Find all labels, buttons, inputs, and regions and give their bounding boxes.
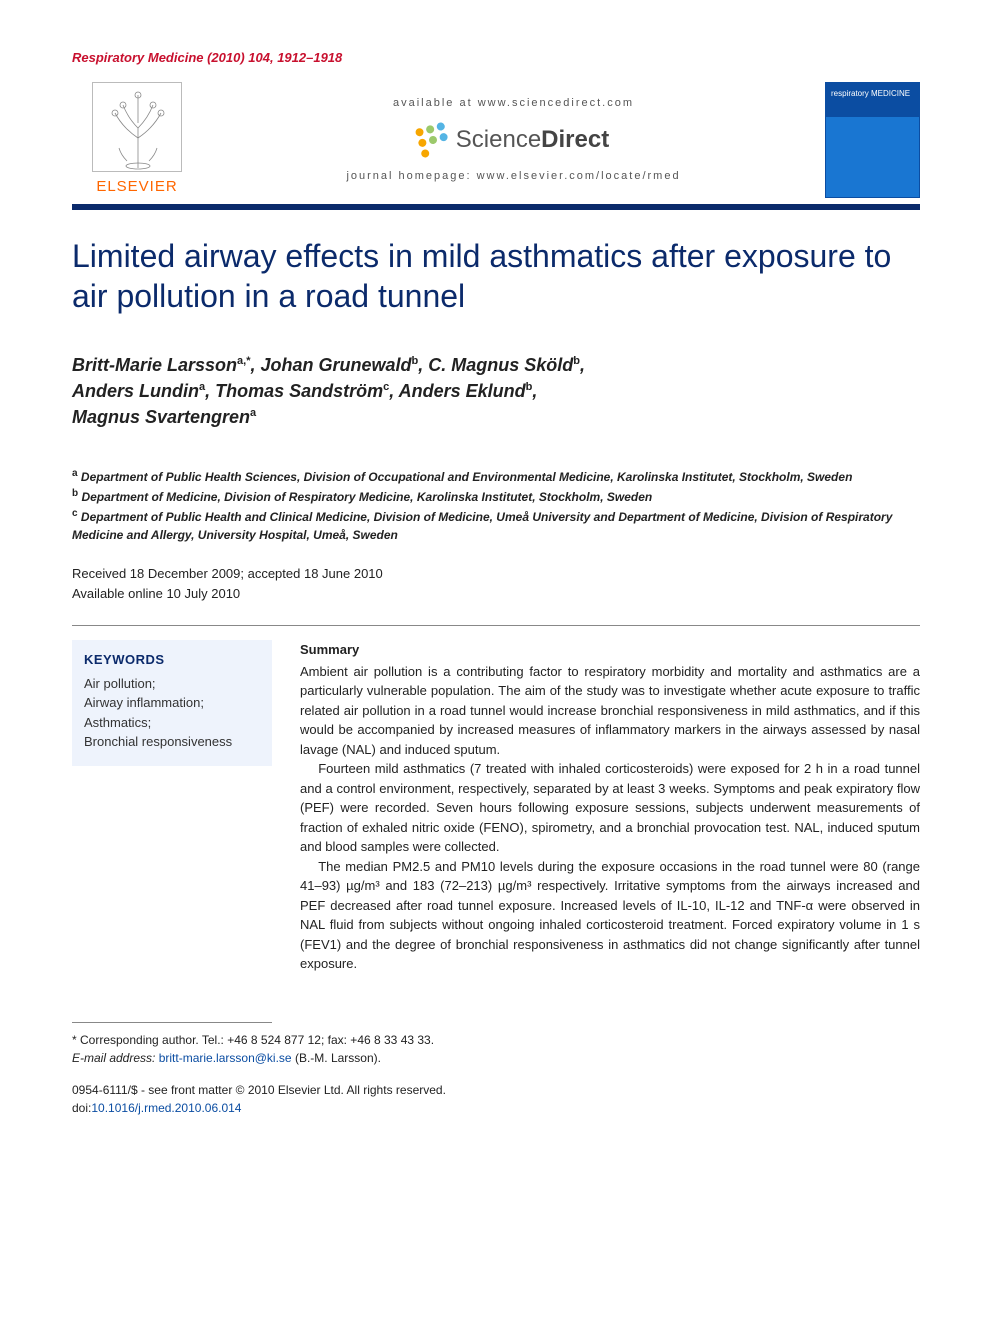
sd-dot (420, 148, 430, 158)
elsevier-tree-icon (92, 82, 182, 172)
keywords-abstract-row: KEYWORDS Air pollution; Airway inflammat… (72, 625, 920, 974)
author-sep: , C. Magnus Sköld (418, 355, 573, 375)
sd-dot (417, 138, 427, 148)
author-affil-sup: a,* (237, 355, 250, 367)
author-name: Britt-Marie Larsson (72, 355, 237, 375)
corresponding-email-line: E-mail address: britt-marie.larsson@ki.s… (72, 1049, 920, 1067)
journal-homepage: journal homepage: www.elsevier.com/locat… (346, 168, 680, 185)
affiliations-block: a Department of Public Health Sciences, … (72, 466, 920, 544)
email-link[interactable]: britt-marie.larsson@ki.se (159, 1051, 292, 1065)
masthead-rule (72, 204, 920, 210)
author-name: Magnus Svartengren (72, 407, 250, 427)
abstract: Summary Ambient air pollution is a contr… (300, 640, 920, 974)
abstract-paragraph: Fourteen mild asthmatics (7 treated with… (300, 759, 920, 857)
sd-direct: Direct (541, 126, 609, 153)
sd-dot (425, 124, 435, 134)
keywords-heading: KEYWORDS (84, 650, 260, 670)
affiliation-text: Department of Public Health and Clinical… (72, 510, 892, 542)
elsevier-logo: ELSEVIER (72, 82, 202, 199)
sd-dot (439, 132, 449, 142)
affiliation: b Department of Medicine, Division of Re… (72, 486, 920, 506)
keyword: Air pollution; (84, 674, 260, 694)
author-sep: , (580, 355, 585, 375)
keyword: Asthmatics; (84, 713, 260, 733)
keyword: Bronchial responsiveness (84, 732, 260, 752)
corresponding-author-block: * Corresponding author. Tel.: +46 8 524 … (72, 1031, 920, 1067)
affiliation: c Department of Public Health and Clinic… (72, 506, 920, 544)
journal-cover-thumbnail: respiratory MEDICINE (825, 82, 920, 199)
running-head: Respiratory Medicine (2010) 104, 1912–19… (72, 48, 920, 68)
author-affil-sup: a (250, 407, 256, 419)
footer-separator (72, 1022, 272, 1023)
masthead: ELSEVIER available at www.sciencedirect.… (72, 82, 920, 199)
available-at: available at www.sciencedirect.com (393, 95, 634, 112)
elsevier-wordmark: ELSEVIER (96, 176, 177, 199)
article-history: Received 18 December 2009; accepted 18 J… (72, 564, 920, 603)
author-sep: , Anders Eklund (389, 381, 525, 401)
affiliation-text: Department of Medicine, Division of Resp… (81, 490, 652, 504)
sd-dot (428, 135, 438, 145)
email-suffix: (B.-M. Larsson). (292, 1051, 381, 1065)
author-name: Anders Lundin (72, 381, 199, 401)
corresponding-line: * Corresponding author. Tel.: +46 8 524 … (72, 1031, 920, 1049)
keywords-box: KEYWORDS Air pollution; Airway inflammat… (72, 640, 272, 766)
sciencedirect-logo: ScienceDirect (418, 122, 609, 158)
doi-label: doi: (72, 1101, 91, 1115)
masthead-center: available at www.sciencedirect.com Scien… (216, 82, 811, 199)
sciencedirect-dots-icon (414, 121, 451, 158)
keyword: Airway inflammation; (84, 693, 260, 713)
article-title: Limited airway effects in mild asthmatic… (72, 236, 920, 316)
doi-link[interactable]: 10.1016/j.rmed.2010.06.014 (91, 1101, 241, 1115)
author-sep: , (532, 381, 537, 401)
abstract-heading: Summary (300, 640, 920, 660)
history-online: Available online 10 July 2010 (72, 584, 920, 604)
author-sep: , Thomas Sandström (205, 381, 383, 401)
sd-dot (436, 121, 446, 131)
email-label: E-mail address: (72, 1051, 155, 1065)
history-received: Received 18 December 2009; accepted 18 J… (72, 564, 920, 584)
journal-cover-title: respiratory MEDICINE (831, 88, 914, 100)
abstract-paragraph: The median PM2.5 and PM10 levels during … (300, 857, 920, 974)
sciencedirect-wordmark: ScienceDirect (456, 122, 609, 158)
doi-line: doi:10.1016/j.rmed.2010.06.014 (72, 1099, 920, 1117)
copyright-block: 0954-6111/$ - see front matter © 2010 El… (72, 1081, 920, 1117)
affiliation: a Department of Public Health Sciences, … (72, 466, 920, 486)
sd-science: Science (456, 126, 541, 153)
affiliation-text: Department of Public Health Sciences, Di… (81, 470, 853, 484)
sd-dot (414, 127, 424, 137)
article-first-page: Respiratory Medicine (2010) 104, 1912–19… (0, 0, 992, 1157)
abstract-paragraph: Ambient air pollution is a contributing … (300, 662, 920, 760)
author-sep: , Johan Grunewald (251, 355, 412, 375)
issn-line: 0954-6111/$ - see front matter © 2010 El… (72, 1081, 920, 1099)
authors-block: Britt-Marie Larssona,*, Johan Grunewaldb… (72, 352, 920, 430)
